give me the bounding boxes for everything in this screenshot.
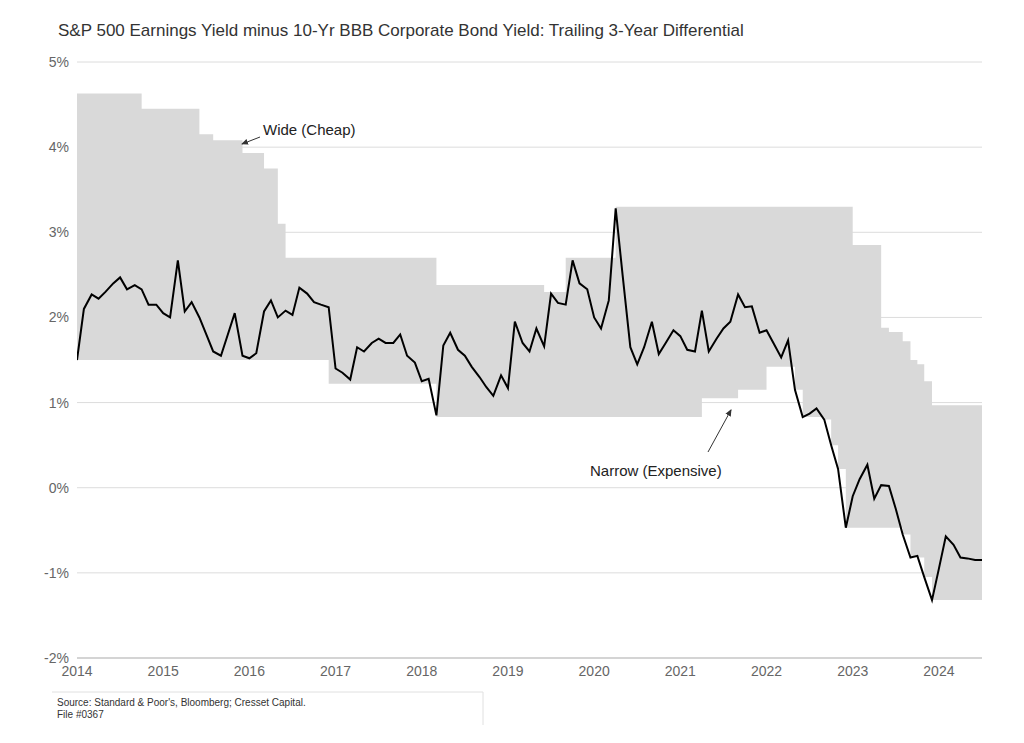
svg-text:Narrow (Expensive): Narrow (Expensive) — [590, 462, 722, 479]
svg-text:0%: 0% — [49, 480, 69, 496]
svg-text:3%: 3% — [49, 224, 69, 240]
svg-text:2014: 2014 — [61, 662, 93, 679]
svg-text:Source: Standard & Poor's, Bl: Source: Standard & Poor's, Bloomberg; Cr… — [57, 697, 306, 708]
svg-text:2018: 2018 — [406, 663, 437, 679]
svg-text:2019: 2019 — [492, 663, 523, 679]
svg-text:2015: 2015 — [148, 663, 179, 679]
svg-text:2022: 2022 — [751, 663, 782, 679]
svg-text:2020: 2020 — [579, 663, 610, 679]
svg-text:File #0367: File #0367 — [57, 709, 104, 720]
svg-text:4%: 4% — [49, 139, 69, 155]
svg-text:1%: 1% — [49, 395, 69, 411]
svg-text:-1%: -1% — [44, 565, 69, 581]
svg-text:Wide (Cheap): Wide (Cheap) — [263, 121, 356, 138]
svg-text:5%: 5% — [49, 54, 69, 70]
svg-text:2023: 2023 — [837, 663, 868, 679]
svg-text:2017: 2017 — [320, 663, 351, 679]
svg-text:2%: 2% — [49, 309, 69, 325]
html-text:S&P 500 Earnings Yield minus 1: S&P 500 Earnings Yield minus 10-Yr BBB C… — [58, 21, 744, 40]
svg-text:2021: 2021 — [665, 663, 696, 679]
svg-text:2016: 2016 — [234, 663, 265, 679]
svg-text:-2%: -2% — [44, 650, 69, 666]
svg-text:2024: 2024 — [923, 663, 954, 679]
